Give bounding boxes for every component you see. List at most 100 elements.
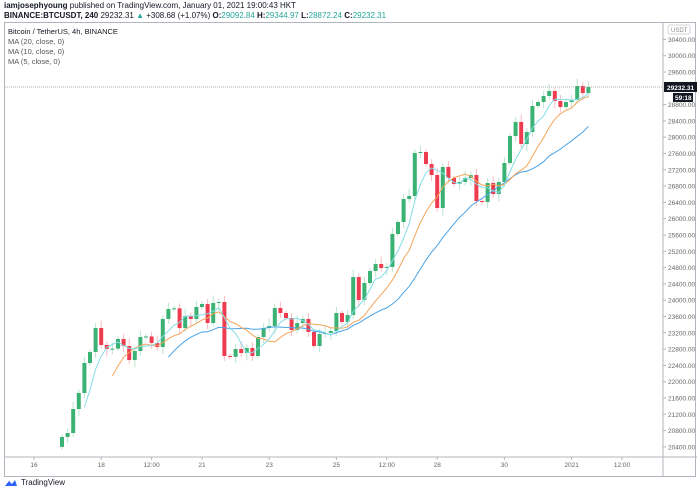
candle-down xyxy=(558,101,563,108)
y-tick-label: 20800.00 xyxy=(668,428,695,435)
candle-up xyxy=(172,308,176,310)
y-tick-label: 24800.00 xyxy=(668,265,695,272)
candle-up xyxy=(547,90,552,97)
candle-up xyxy=(586,86,591,93)
currency-label: USDT xyxy=(671,28,688,34)
author-name[interactable]: iamjosephyoung xyxy=(4,1,68,10)
x-tick-label: 28 xyxy=(434,462,442,469)
candle-up xyxy=(351,277,356,315)
open-value: 29092.84 xyxy=(221,11,255,20)
candle-up xyxy=(183,316,188,328)
candle-up xyxy=(144,336,148,338)
candle-up xyxy=(272,307,277,326)
candle-down xyxy=(222,302,227,356)
y-tick-label: 21200.00 xyxy=(668,412,695,419)
candle-down xyxy=(306,318,311,332)
candle-down xyxy=(435,175,440,208)
high-value: 29344.97 xyxy=(265,11,299,20)
y-tick-label: 21600.00 xyxy=(668,396,695,403)
x-tick-label: 30 xyxy=(501,462,509,469)
currency-badge xyxy=(667,24,691,35)
last-price-badge xyxy=(664,81,697,92)
x-tick-label: 12:00 xyxy=(143,462,160,469)
candle-up xyxy=(317,333,322,347)
up-arrow-icon: ▲ xyxy=(136,11,144,20)
candle-up xyxy=(60,436,64,447)
open-label: O: xyxy=(212,11,222,20)
candle-up xyxy=(407,196,412,200)
cloud-logo-icon xyxy=(5,480,17,486)
y-tick-label: 22000.00 xyxy=(668,379,695,386)
legend-ma20[interactable]: MA (20, close, 0) xyxy=(8,37,65,46)
candle-down xyxy=(239,349,244,354)
candle-down xyxy=(480,201,484,203)
y-tick-label: 25200.00 xyxy=(668,249,695,256)
candle-down xyxy=(452,177,456,184)
candle-up xyxy=(82,362,87,393)
candle-down xyxy=(491,183,496,195)
y-tick-label: 28800.00 xyxy=(668,102,695,109)
candle-up xyxy=(76,392,81,410)
tradingview-logo[interactable]: TradingView xyxy=(4,478,65,487)
candle-down xyxy=(312,331,316,347)
y-tick-label: 26000.00 xyxy=(668,216,695,223)
candle-up xyxy=(418,151,423,154)
candle-up xyxy=(536,101,540,106)
candle-down xyxy=(284,312,288,319)
publish-text: published on TradingView.com, January 01… xyxy=(69,1,297,10)
ma5-line xyxy=(83,93,589,408)
high-label: H: xyxy=(257,11,266,20)
candle-up xyxy=(524,131,529,145)
x-tick-label: 16 xyxy=(30,462,38,469)
candle-up xyxy=(345,314,350,323)
y-tick-label: 20400.00 xyxy=(668,444,695,451)
candle-down xyxy=(446,166,451,178)
y-tick-label: 22400.00 xyxy=(668,363,695,370)
y-tick-label: 26800.00 xyxy=(668,184,695,191)
y-tick-label: 27600.00 xyxy=(668,151,695,158)
candle-up xyxy=(334,312,339,332)
candle-up xyxy=(496,181,501,195)
chart-pane[interactable] xyxy=(4,22,696,477)
candle-up xyxy=(485,183,490,202)
candle-up xyxy=(384,266,389,269)
candle-down xyxy=(580,86,585,93)
candle-down xyxy=(552,90,557,102)
candle-up xyxy=(138,336,143,352)
countdown-badge xyxy=(673,92,693,102)
publish-info: iamjosephyoung published on TradingView.… xyxy=(4,1,296,10)
candle-down xyxy=(340,312,344,323)
candle-down xyxy=(278,307,283,313)
candle-up xyxy=(116,338,120,349)
candle-down xyxy=(188,316,193,319)
countdown-label: 59:18 xyxy=(675,95,692,102)
legend-ma5[interactable]: MA (5, close, 0) xyxy=(8,57,61,66)
candle-up xyxy=(71,409,76,434)
y-tick-label: 30000.00 xyxy=(668,53,695,60)
ma20-line xyxy=(168,126,589,358)
y-tick-label: 28000.00 xyxy=(668,135,695,142)
candle-up xyxy=(368,270,372,284)
low-value: 28872.24 xyxy=(308,11,343,20)
candle-down xyxy=(149,336,154,343)
candle-up xyxy=(200,303,204,308)
candle-down xyxy=(379,264,384,269)
candle-up xyxy=(564,101,568,108)
y-tick-label: 25600.00 xyxy=(668,233,695,240)
legend-title: Bitcoin / TetherUS, 4h, BINANCE xyxy=(8,27,118,36)
candle-down xyxy=(429,164,434,176)
candle-up xyxy=(328,331,333,334)
candle-up xyxy=(160,318,165,348)
candle-up xyxy=(502,162,507,182)
candle-up xyxy=(93,327,98,352)
y-tick-label: 24000.00 xyxy=(668,298,695,305)
legend-ma10[interactable]: MA (10, close, 0) xyxy=(8,47,65,56)
candle-up xyxy=(541,96,546,102)
candle-down xyxy=(356,277,361,300)
candle-up xyxy=(463,177,468,182)
candle-down xyxy=(289,318,294,330)
symbol: BINANCE:BTCUSDT, 240 xyxy=(4,11,99,20)
candle-down xyxy=(155,342,160,348)
candle-down xyxy=(519,122,524,145)
